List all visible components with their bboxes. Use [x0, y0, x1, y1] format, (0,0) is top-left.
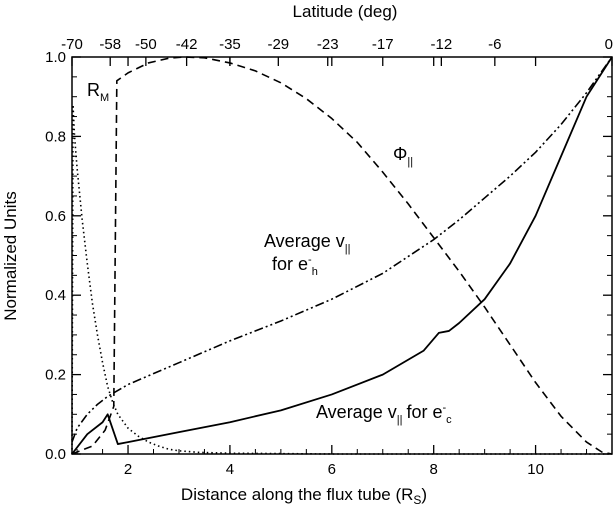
x-axis-title: Distance along the flux tube (RS) — [181, 485, 427, 506]
annotation-vh-line2-main: for e — [272, 254, 308, 274]
x-axis-title-end: ) — [421, 485, 427, 504]
annotation-rm-main: R — [87, 80, 100, 100]
top-tick-label: -6 — [488, 36, 501, 53]
top-tick-label: -29 — [267, 36, 289, 53]
y-tick-label: 0.0 — [45, 446, 66, 463]
series-line-phi — [71, 56, 613, 455]
top-tick-label: 0 — [605, 36, 613, 53]
annotation-vh-line2-sub: h — [312, 266, 318, 278]
y-tick-label: 0.6 — [45, 208, 66, 225]
top-tick-label: -42 — [176, 36, 198, 53]
top-tick-label: -17 — [372, 36, 394, 53]
annotation-vc-main: Average v — [316, 402, 397, 422]
annotation-rm: RM — [87, 80, 109, 104]
x-tick-label: 8 — [430, 461, 438, 478]
y-axis-title: Normalized Units — [1, 191, 20, 320]
x-tick-label: 10 — [527, 461, 544, 478]
top-tick-label: -23 — [317, 36, 339, 53]
x-tick-label: 2 — [124, 461, 132, 478]
annotation-vc-sub: || — [397, 414, 403, 426]
annotation-vc-mid: for e — [401, 402, 442, 422]
top-tick-label: -50 — [135, 36, 157, 53]
top-axis-title: Latitude (deg) — [293, 2, 398, 21]
annotation-vc-sup: - — [442, 402, 446, 414]
annotation-vh-line2-sup: - — [308, 254, 312, 266]
top-tick-label: -70 — [61, 36, 83, 53]
x-axis-title-subscript: S — [413, 493, 421, 506]
y-tick-label: 0.8 — [45, 128, 66, 145]
x-tick-label: 6 — [328, 461, 336, 478]
x-tick-label: 4 — [226, 461, 234, 478]
tick-group: 2 4 6 8 10 0.0 0.2 0.4 0.6 0.8 1.0-70 -58 -50 -42 -35 -… — [45, 36, 613, 478]
annotation-rm-sub: M — [100, 92, 109, 104]
top-tick-label: -35 — [219, 36, 241, 53]
annotation-phi-sub: || — [407, 156, 413, 168]
annotation-vh-line1-sub: || — [345, 243, 351, 255]
annotation-phi: Φ|| — [393, 144, 413, 168]
annotation-vh-line1-main: Average v — [264, 231, 345, 251]
y-tick-label: 1.0 — [45, 49, 66, 66]
annotation-vh-line2: for e-h — [272, 254, 318, 278]
annotation-vc: Average v|| for e-c — [316, 402, 452, 426]
series-group — [71, 56, 613, 455]
annotation-vc-sub2: c — [446, 414, 452, 426]
series-line-vc — [71, 56, 613, 455]
series-line-rm — [71, 103, 612, 455]
annotation-phi-main: Φ — [393, 144, 407, 164]
plot-frame — [71, 56, 613, 455]
annotation-vh-line1: Average v|| — [264, 231, 350, 255]
top-tick-label: -58 — [99, 36, 121, 53]
y-tick-label: 0.4 — [45, 287, 66, 304]
top-tick-label: -12 — [430, 36, 452, 53]
series-line-vh — [71, 56, 613, 443]
x-axis-title-text: Distance along the flux tube (R — [181, 485, 413, 504]
y-tick-label: 0.2 — [45, 367, 66, 384]
